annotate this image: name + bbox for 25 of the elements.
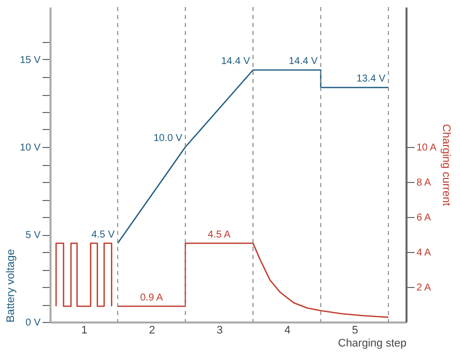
x-tick-label: 1 [81,324,88,336]
x-axis-title: Charging step [338,338,406,350]
y2-axis-title: Charging current [440,124,452,206]
y-tick-label: 0 V [25,318,41,328]
y-tick-label: 10 V [20,142,41,154]
data-label: 13.4 V [356,74,386,84]
y2-tick-label: 6 A [416,212,432,224]
data-label: 4.5 A [208,229,231,240]
line-series [117,69,390,244]
data-label: 0.9 A [140,292,164,304]
y2-tick-label: 4 A [416,248,432,258]
y2-tick-label: 2 A [416,282,432,294]
data-label: 14.4 V [221,56,250,67]
data-label: 10.0 V [153,133,183,144]
x-tick-label: 3 [216,324,223,336]
x-tick-label: 4 [284,324,290,336]
y-tick-label: 5 V [25,230,41,241]
y-axis-title: Battery voltage [4,249,17,322]
x-tick-label: 2 [148,324,156,336]
y-tick-label: 15 V [20,55,41,66]
x-tick-label: 5 [352,324,358,336]
data-label: 4.5 V [91,229,115,240]
y2-tick-label: 8 A [416,178,432,188]
y2-tick-label: 10 A [416,142,437,154]
data-label: 14.4 V [288,56,318,67]
